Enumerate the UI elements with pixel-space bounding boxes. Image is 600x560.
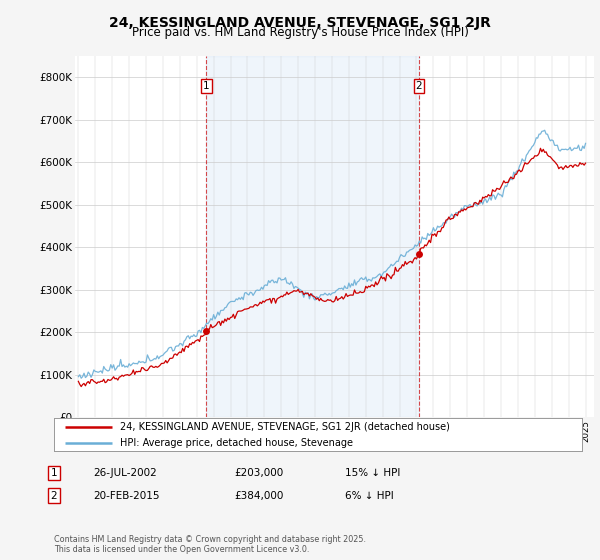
Text: 6% ↓ HPI: 6% ↓ HPI <box>345 491 394 501</box>
Text: 2: 2 <box>50 491 58 501</box>
Text: HPI: Average price, detached house, Stevenage: HPI: Average price, detached house, Stev… <box>120 438 353 447</box>
Bar <box>206 56 419 417</box>
Text: 1: 1 <box>203 81 209 91</box>
Text: 26-JUL-2002: 26-JUL-2002 <box>93 468 157 478</box>
Text: Price paid vs. HM Land Registry's House Price Index (HPI): Price paid vs. HM Land Registry's House … <box>131 26 469 39</box>
Text: 15% ↓ HPI: 15% ↓ HPI <box>345 468 400 478</box>
Text: £384,000: £384,000 <box>234 491 283 501</box>
Text: 2: 2 <box>415 81 422 91</box>
Text: 24, KESSINGLAND AVENUE, STEVENAGE, SG1 2JR (detached house): 24, KESSINGLAND AVENUE, STEVENAGE, SG1 2… <box>120 422 450 432</box>
Text: 1: 1 <box>50 468 58 478</box>
Text: Contains HM Land Registry data © Crown copyright and database right 2025.
This d: Contains HM Land Registry data © Crown c… <box>54 535 366 554</box>
Text: 24, KESSINGLAND AVENUE, STEVENAGE, SG1 2JR: 24, KESSINGLAND AVENUE, STEVENAGE, SG1 2… <box>109 16 491 30</box>
Text: 20-FEB-2015: 20-FEB-2015 <box>93 491 160 501</box>
Text: £203,000: £203,000 <box>234 468 283 478</box>
